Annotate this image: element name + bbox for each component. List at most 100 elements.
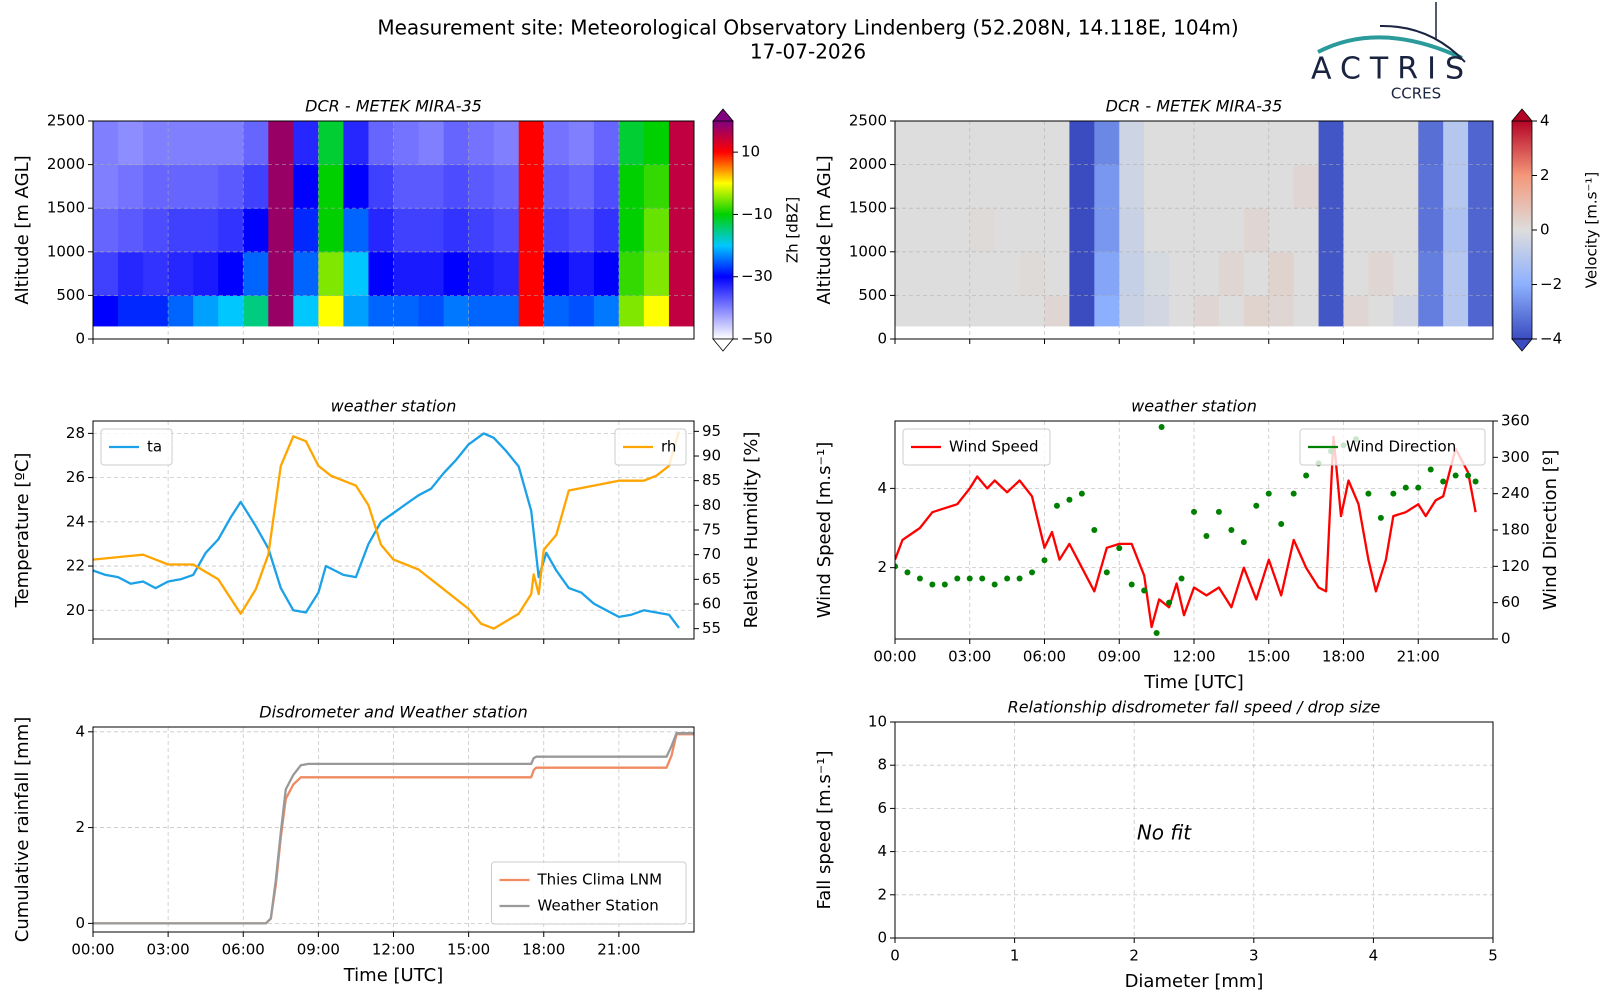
heatmap-cell	[919, 121, 946, 166]
heatmap-cell	[143, 121, 169, 166]
x-axis-label: Diameter [mm]	[1125, 971, 1264, 992]
y2-tick-label: 85	[702, 471, 721, 489]
heatmap-cell	[1268, 295, 1295, 327]
colorbar-tick-label: −2	[1540, 275, 1562, 293]
y-tick-label: 24	[66, 512, 85, 530]
heatmap-cell	[493, 251, 520, 296]
heatmap-cell	[1094, 295, 1120, 327]
heatmap-cell	[1218, 164, 1245, 209]
heatmap-cell	[268, 208, 294, 253]
heatmap-cell	[1393, 164, 1419, 209]
heatmap-cell	[1268, 121, 1295, 166]
y-tick-label: 26	[66, 468, 85, 486]
marker	[1066, 496, 1073, 503]
heatmap-cell	[1243, 208, 1270, 253]
marker	[904, 569, 911, 576]
heatmap-cell	[1144, 295, 1170, 327]
heatmap-cell	[493, 164, 520, 209]
heatmap-cell	[268, 164, 294, 209]
marker	[1240, 539, 1247, 546]
heatmap-cell	[1293, 208, 1320, 253]
heatmap-cell	[568, 208, 595, 253]
heatmap-cell	[93, 208, 119, 253]
heatmap-cell	[1343, 208, 1369, 253]
y-axis-label: Altitude [m AGL]	[12, 155, 33, 304]
heatmap-cell	[1343, 164, 1369, 209]
heatmap-cell	[919, 251, 946, 296]
heatmap-cell	[919, 295, 946, 327]
x-tick-label: 15:00	[447, 941, 490, 959]
marker	[1004, 575, 1011, 582]
legend-box	[1299, 428, 1486, 466]
heatmap-cell	[568, 251, 595, 296]
heatmap-cell	[643, 295, 670, 327]
heatmap-cell	[1418, 208, 1444, 253]
marker	[1365, 490, 1372, 497]
heatmap-cell	[518, 208, 545, 253]
heatmap-cell	[1368, 295, 1394, 327]
colorbar	[1511, 120, 1533, 340]
panel-title: weather station	[1131, 397, 1257, 416]
marker	[1253, 502, 1260, 509]
y2-tick-label: 60	[1501, 593, 1520, 611]
colorbar	[712, 120, 734, 340]
heatmap-cell	[1393, 295, 1419, 327]
heatmap-cell	[218, 121, 244, 166]
heatmap-cell	[443, 121, 470, 166]
x-tick-label: 4	[1369, 947, 1379, 965]
heatmap-cell	[143, 251, 169, 296]
heatmap-cell	[518, 164, 545, 209]
y-tick-label: 0	[877, 330, 887, 348]
heatmap-cell	[1144, 208, 1170, 253]
heatmap-cell	[969, 121, 996, 166]
heatmap-cell	[568, 121, 595, 166]
heatmap-cell	[1293, 121, 1320, 166]
heatmap-cell	[218, 251, 244, 296]
heatmap-cell	[168, 208, 194, 253]
heatmap-cell	[518, 121, 545, 166]
heatmap-cell	[895, 164, 921, 209]
y2-tick-label: 240	[1501, 484, 1530, 502]
colorbar-tick-label: −50	[741, 330, 773, 348]
heatmap-cell	[343, 295, 369, 327]
heatmap-cell	[318, 251, 344, 296]
marker	[1203, 533, 1210, 540]
heatmap-cell	[218, 208, 244, 253]
heatmap-cell	[1268, 164, 1295, 209]
heatmap-cell	[1443, 121, 1469, 166]
x-tick-label: 09:00	[297, 941, 340, 959]
heatmap-cell	[243, 164, 269, 209]
panel-title: DCR - METEK MIRA-35	[305, 97, 482, 116]
x-axis-label: Time [UTC]	[1143, 672, 1244, 693]
marker	[1390, 490, 1397, 497]
colorbar-tick-label: 4	[1540, 112, 1550, 130]
y-tick-label: 2500	[849, 112, 887, 130]
x-tick-label: 03:00	[948, 648, 991, 666]
y-tick-label: 1000	[849, 242, 887, 260]
heatmap-cell	[1044, 164, 1070, 209]
heatmap-cell	[618, 164, 645, 209]
heatmap-cell	[618, 295, 645, 327]
x-tick-label: 06:00	[222, 941, 265, 959]
heatmap-cell	[543, 208, 570, 253]
heatmap-cell	[1418, 164, 1444, 209]
heatmap-cell	[443, 295, 470, 327]
x-tick-label: 06:00	[1023, 648, 1066, 666]
colorbar-tick-label: 2	[1540, 166, 1550, 184]
heatmap-cell	[468, 251, 495, 296]
x-tick-label: 21:00	[597, 941, 640, 959]
logo: ACTRIS CCRES	[1311, 2, 1466, 103]
heatmap-cell	[1144, 164, 1170, 209]
heatmap-cell	[1368, 164, 1394, 209]
heatmap-cell	[1218, 251, 1245, 296]
heatmap-cell	[1169, 251, 1195, 296]
heatmap-cell	[518, 295, 545, 327]
legend-label: Wind Direction	[1346, 438, 1456, 456]
heatmap-cell	[1069, 164, 1095, 209]
heatmap-cell	[118, 208, 144, 253]
y-tick-label: 2	[877, 558, 887, 576]
heatmap-cell	[193, 295, 219, 327]
colorbar-tick-label: 0	[1540, 221, 1550, 239]
heatmap-cell	[919, 208, 946, 253]
y2-tick-label: 65	[702, 570, 721, 588]
